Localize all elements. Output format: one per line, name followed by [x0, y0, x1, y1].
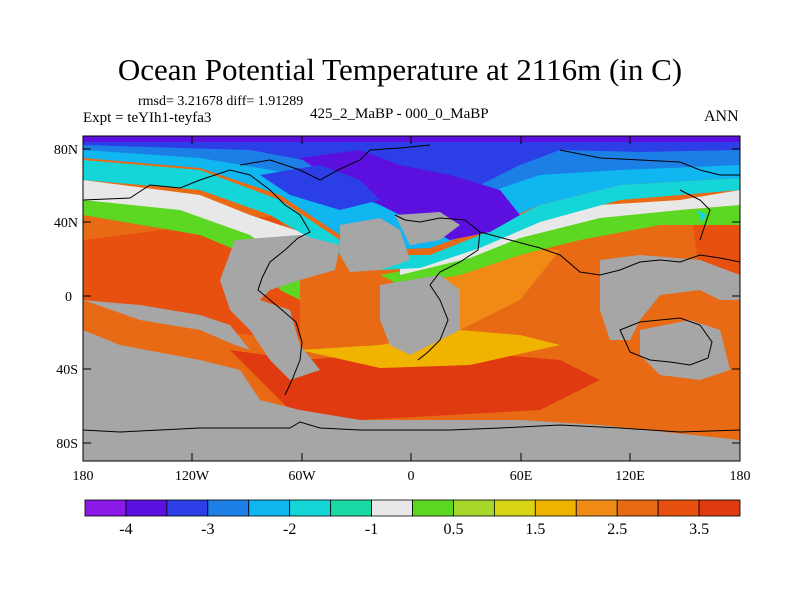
cold-purple-basin [300, 150, 520, 240]
lon-label-60e: 60E [510, 469, 533, 484]
colorbar-labels: -4 -3 -2 -1 0.5 1.5 2.5 3.5 [119, 521, 709, 538]
coastline-asia-south [479, 231, 740, 276]
coastline-antarctica [83, 421, 740, 433]
lon-label-60w: 60W [288, 469, 316, 484]
colorbar-swatch [248, 499, 291, 517]
lat-label-80n: 80N [54, 143, 78, 158]
pacific-cyan-spot [697, 210, 707, 222]
colorbar-label: -1 [365, 521, 378, 538]
colorbar-swatch [657, 499, 700, 517]
colorbar [84, 499, 741, 517]
coastline-arctic-east [239, 144, 431, 181]
colorbar-swatch [575, 499, 618, 517]
transition-green-east [380, 205, 740, 285]
land-southeast-pacific [83, 300, 250, 350]
colorbar-label: 0.5 [443, 521, 463, 538]
transition-green-west [83, 190, 300, 300]
coastline-japan [679, 189, 711, 241]
colorbar-swatch [616, 499, 659, 517]
colorbar-swatch [698, 499, 741, 517]
period-label: 425_2_MaBP - 000_0_MaBP [310, 106, 489, 122]
colorbar-label: -4 [119, 521, 132, 538]
land-antarctica-west [83, 386, 300, 461]
transition-white-east [400, 190, 740, 275]
southern-ocean-warm-band [230, 350, 600, 420]
experiment-label: Expt = teYIh1-teyfa3 [83, 110, 212, 126]
coastline-siberia [559, 149, 740, 176]
lat-label-40n: 40N [54, 216, 78, 231]
lat-label-40s: 40S [56, 363, 78, 378]
coastline-australia [619, 317, 713, 366]
colorbar-swatch [371, 499, 413, 517]
stats-text: rmsd= 3.21678 diff= 1.91289 [138, 94, 304, 109]
season-label: ANN [704, 108, 739, 125]
colorbar-label: -2 [283, 521, 296, 538]
land-asia [600, 255, 740, 340]
colorbar-label: 1.5 [525, 521, 545, 538]
lat-ticks [83, 148, 740, 444]
colorbar-swatch [330, 499, 372, 517]
colorbar-swatch [493, 499, 536, 517]
land-africa [380, 275, 460, 355]
colorbar-swatch [289, 499, 332, 517]
cold-cyan-band [83, 160, 740, 270]
map-plot-area [83, 136, 740, 461]
colorbar-label: 2.5 [607, 521, 627, 538]
colorbar-swatch [166, 499, 209, 517]
lat-label-80s: 80S [56, 437, 78, 452]
lon-label-120w: 120W [175, 469, 210, 484]
lon-label-0: 0 [408, 469, 415, 484]
colorbar-swatch [534, 499, 577, 517]
colorbar-swatch [84, 499, 127, 517]
south-atlantic-yellow-band [300, 330, 560, 368]
colorbar-swatch [412, 499, 454, 517]
colorbar-label: -3 [201, 521, 214, 538]
lon-ticks [191, 136, 631, 461]
lon-label-180w: 180 [73, 469, 94, 484]
colorbar-swatch [207, 499, 250, 517]
coastline-europe-africa [394, 214, 481, 361]
map-title: Ocean Potential Temperature at 2116m (in… [117, 52, 683, 87]
colorbar-swatch [125, 499, 168, 517]
colorbar-label: 3.5 [689, 521, 709, 538]
land-americas [220, 235, 340, 380]
lon-label-120e: 120E [615, 469, 645, 484]
north-atlantic-blue [260, 165, 380, 210]
land-north-block [340, 218, 410, 272]
coastline-americas [83, 169, 311, 396]
coastline-overlay [83, 144, 740, 433]
lat-label-0: 0 [65, 290, 72, 305]
land-north-small [395, 212, 460, 245]
colorbar-swatch [453, 499, 495, 517]
transition-white-west [83, 180, 310, 270]
lon-label-180e: 180 [730, 469, 751, 484]
